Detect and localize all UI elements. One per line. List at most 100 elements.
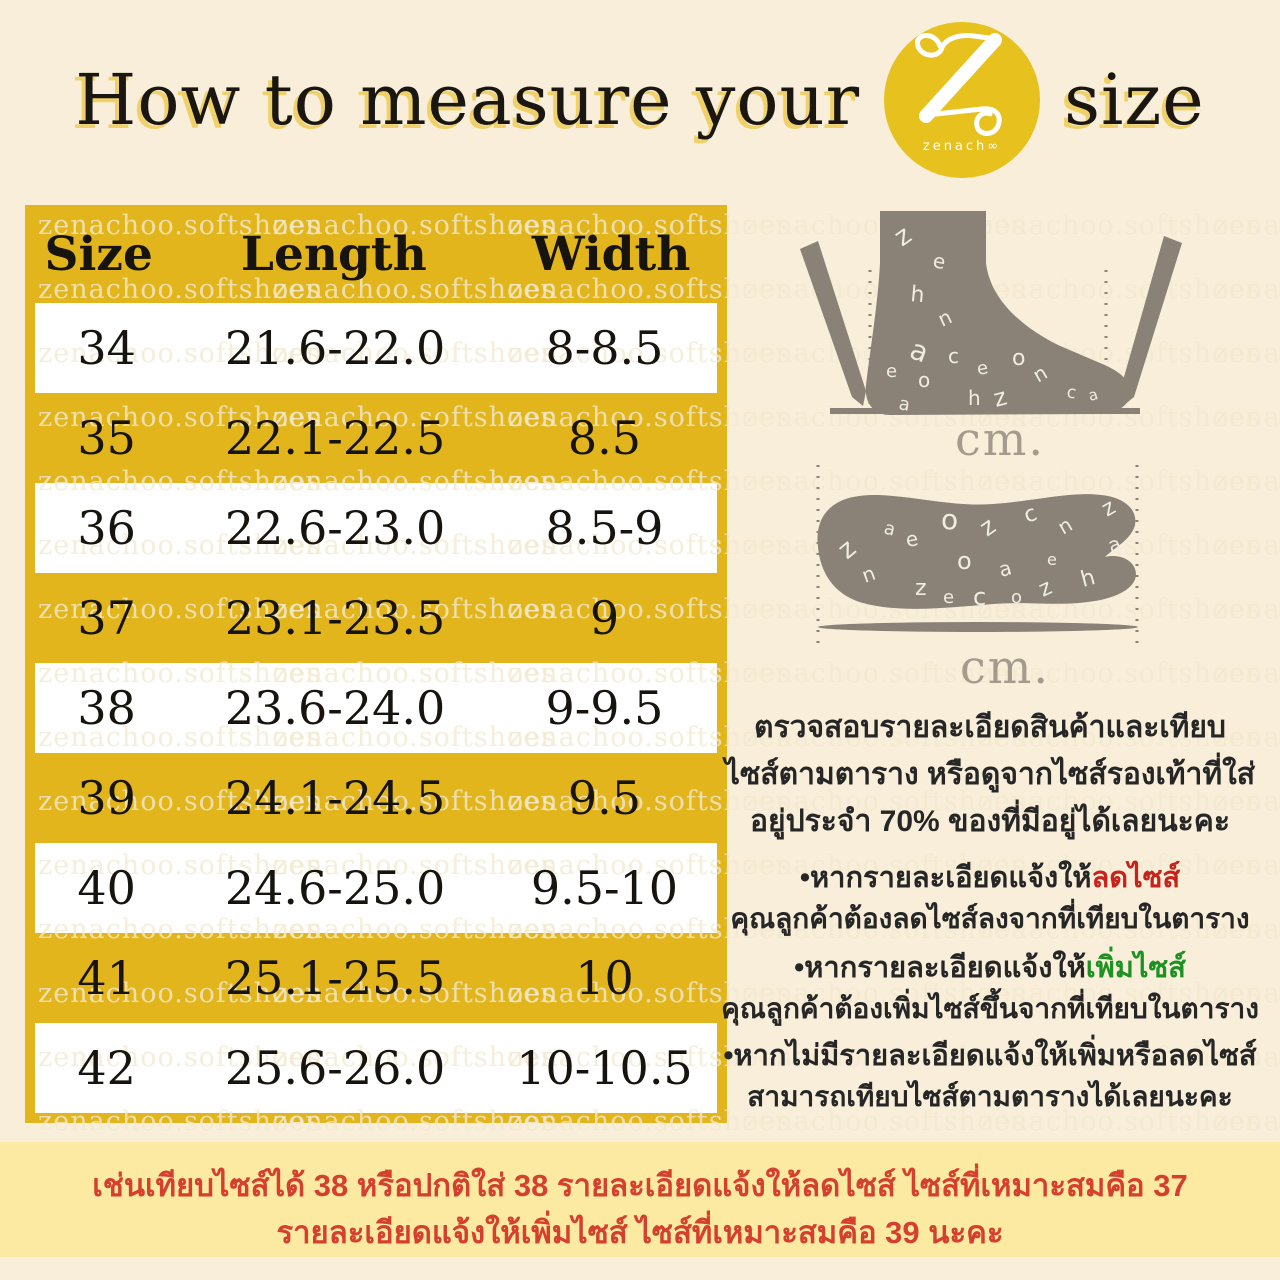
cell-size: 37	[77, 591, 136, 645]
cell-size: 35	[77, 411, 136, 465]
brand-letter: e	[886, 361, 897, 382]
cell-length: 22.6-23.0	[224, 501, 446, 555]
brand-letter: a	[996, 555, 1014, 581]
table-row: 38 23.6-24.0 9-9.5	[35, 663, 717, 753]
table-row: 42 25.6-26.0 10-10.5	[35, 1023, 717, 1113]
brand-letter: o	[941, 503, 958, 536]
cell-length: 24.1-24.5	[224, 771, 446, 825]
cell-width: 9-9.5	[545, 681, 664, 735]
cell-size: 39	[77, 771, 136, 825]
cell-width: 10	[575, 951, 634, 1005]
brand-letter: a	[1086, 385, 1100, 405]
brand-letter: e	[904, 526, 920, 552]
brand-letter: h	[1078, 565, 1098, 593]
brand-letter: c	[948, 344, 959, 368]
header-size: Size	[44, 226, 153, 282]
brand-letter: a	[897, 393, 912, 416]
unit-label-top: cm.	[959, 640, 1050, 694]
bullet-increase-size: •หากรายละเอียดแจ้งให้เพิ่มไซส์ คุณลูกค้า…	[712, 950, 1268, 1027]
cell-length: 21.6-22.0	[224, 321, 446, 375]
increase-size-highlight: เพิ่มไซส์	[1085, 952, 1186, 984]
logo-circle	[884, 22, 1041, 178]
bullet-no-note: •หากไม่มีรายละเอียดแจ้งให้เพิ่มหรือลดไซส…	[712, 1038, 1268, 1115]
cell-size: 38	[77, 681, 136, 735]
cell-width: 9	[589, 591, 620, 645]
intro-line: ตรวจสอบรายละเอียดสินค้าและเทียบ	[754, 711, 1226, 744]
brand-letter: c	[973, 583, 986, 611]
bullet-prefix: •หากไม่มีรายละเอียดแจ้งให้เพิ่มหรือลดไซส…	[723, 1040, 1257, 1072]
cell-size: 41	[77, 951, 136, 1005]
cell-size: 34	[77, 321, 136, 375]
table-row: 35 22.1-22.5 8.5	[35, 393, 717, 483]
cell-length: 25.1-25.5	[224, 951, 446, 1005]
unit-label-side: cm.	[954, 412, 1045, 466]
size-table: Size Length Width 34 21.6-22.0 8-8.5 35 …	[25, 205, 727, 1123]
page-title: How to measure your zenach∞ size	[0, 22, 1280, 178]
brand-letter: h	[909, 282, 925, 308]
cell-length: 23.6-24.0	[224, 681, 446, 735]
watermark-text: zenachoo.softshoes	[1213, 658, 1280, 689]
watermark-text: zenachoo.softshoes	[1213, 402, 1280, 433]
cell-width: 8.5-9	[545, 501, 664, 555]
brand-letter: o	[918, 368, 930, 392]
brand-letter: e	[975, 357, 990, 380]
foot-side-shape	[865, 211, 1131, 415]
cell-width: 8-8.5	[545, 321, 664, 375]
watermark-text: zenachoo.softshoes	[1213, 530, 1280, 561]
brand-letter: o	[1012, 346, 1025, 371]
table-row: 40 24.6-25.0 9.5-10	[35, 843, 717, 933]
watermark-text: zenachoo.softshoes	[1213, 466, 1280, 497]
cell-length: 22.1-22.5	[224, 411, 446, 465]
footprint-shape	[817, 494, 1136, 609]
cell-size: 36	[77, 501, 136, 555]
cell-length: 24.6-25.0	[224, 861, 446, 915]
brand-letter: z	[915, 576, 927, 601]
watermark-text: zenachoo.softshoes	[1213, 338, 1280, 369]
example-line: เช่นเทียบไซส์ได้ 38 หรือปกติใส่ 38 รายละ…	[92, 1168, 1188, 1203]
cell-width: 10-10.5	[516, 1041, 693, 1095]
brand-letter: o	[1011, 587, 1022, 608]
example-note-bar: เช่นเทียบไซส์ได้ 38 หรือปกติใส่ 38 รายละ…	[0, 1142, 1280, 1257]
bullet-detail: คุณลูกค้าต้องเพิ่มไซส์ขึ้นจากที่เทียบในต…	[721, 993, 1259, 1024]
logo-z-monogram-icon	[915, 33, 1003, 136]
brand-letter: c	[1065, 382, 1078, 403]
watermark-text: zenachoo.softshoes	[1213, 274, 1280, 305]
title-text-right: size	[1064, 59, 1205, 141]
header-width: Width	[531, 226, 691, 282]
cell-length: 23.1-23.5	[224, 591, 446, 645]
right-pencil-icon	[1120, 236, 1182, 406]
table-row: 41 25.1-25.5 10	[35, 933, 717, 1023]
zenachoo-logo: zenach∞	[884, 22, 1041, 178]
example-line: รายละเอียดแจ้งให้เพิ่มไซส์ ไซส์ที่เหมาะส…	[276, 1215, 1004, 1250]
left-pencil-icon	[800, 241, 866, 406]
cell-width: 9.5-10	[530, 861, 679, 915]
cell-width: 8.5	[567, 411, 642, 465]
table-row: 37 23.1-23.5 9	[35, 573, 717, 663]
watermark-text: zenachoo.softshoes	[1213, 594, 1280, 625]
title-text-left: How to measure your	[75, 59, 861, 141]
bullet-prefix: •หากรายละเอียดแจ้งให้	[794, 952, 1086, 984]
size-table-header: Size Length Width	[25, 205, 727, 303]
intro-paragraph: ตรวจสอบรายละเอียดสินค้าและเทียบ ไซส์ตามต…	[722, 704, 1258, 845]
header-length: Length	[240, 226, 427, 282]
brand-letter: e	[1047, 550, 1057, 569]
cell-length: 25.6-26.0	[224, 1041, 446, 1095]
intro-line: ไซส์ตามตาราง หรือดูจากไซส์รองเท้าที่ใส่	[724, 758, 1256, 791]
length-line	[818, 622, 1138, 632]
bullet-detail: คุณลูกค้าต้องลดไซส์ลงจากที่เทียบในตาราง	[730, 903, 1250, 934]
cell-width: 9.5	[567, 771, 642, 825]
cell-size: 42	[77, 1041, 136, 1095]
brand-letter: a	[882, 518, 898, 541]
bullet-prefix: •หากรายละเอียดแจ้งให้	[799, 862, 1092, 894]
logo-wordmark: zenach∞	[923, 139, 1001, 154]
table-row: 36 22.6-23.0 8.5-9	[35, 483, 717, 573]
brand-letter: h	[968, 386, 981, 410]
table-row: 39 24.1-24.5 9.5	[35, 753, 717, 843]
bullet-reduce-size: •หากรายละเอียดแจ้งให้ลดไซส์ คุณลูกค้าต้อ…	[712, 860, 1268, 937]
watermark-text: zenachoo.softshoes	[1213, 210, 1280, 241]
brand-letter: o	[957, 547, 972, 575]
table-row: 34 21.6-22.0 8-8.5	[35, 303, 717, 393]
brand-letter: e	[943, 587, 954, 608]
